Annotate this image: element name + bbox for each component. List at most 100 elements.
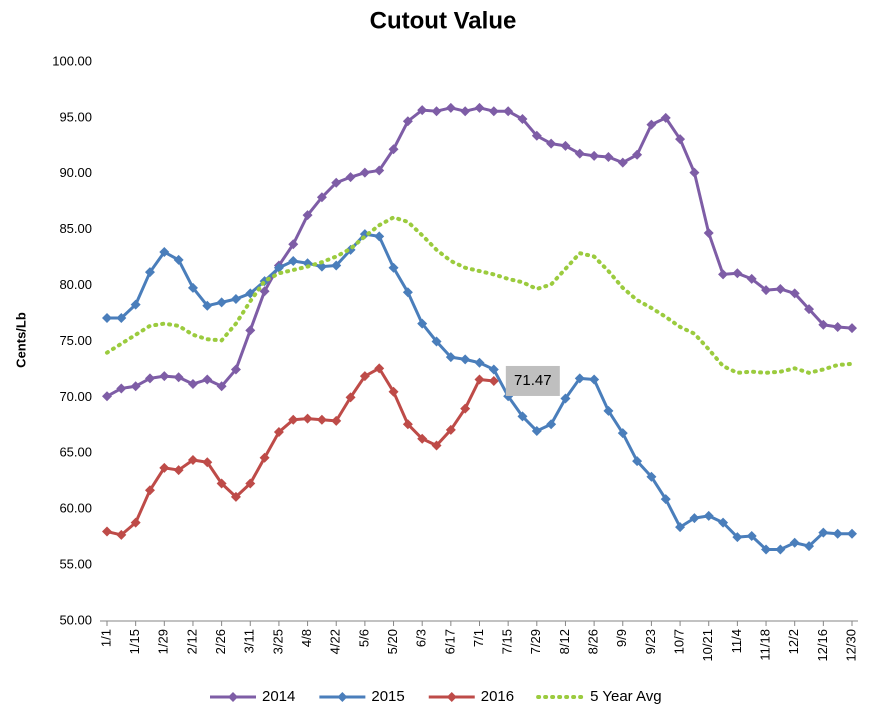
data-point bbox=[331, 260, 342, 271]
data-point bbox=[374, 363, 385, 374]
data-label: 71.47 bbox=[514, 372, 552, 389]
data-point bbox=[130, 299, 141, 310]
data-point bbox=[388, 262, 399, 273]
data-point bbox=[531, 130, 542, 141]
legend-label: 5 Year Avg bbox=[590, 688, 661, 705]
y-tick-label: 60.00 bbox=[59, 501, 92, 516]
series-line bbox=[106, 366, 494, 537]
data-point bbox=[646, 471, 657, 482]
x-tick-label: 12/30 bbox=[843, 629, 858, 662]
data-point bbox=[589, 374, 600, 385]
data-point bbox=[789, 537, 800, 548]
data-point bbox=[503, 106, 514, 117]
data-point bbox=[144, 267, 155, 278]
data-point bbox=[331, 415, 342, 426]
data-point bbox=[302, 413, 313, 424]
legend-marker bbox=[337, 692, 348, 702]
data-point bbox=[402, 287, 413, 298]
data-point bbox=[775, 283, 786, 294]
data-point bbox=[703, 228, 714, 239]
data-point bbox=[402, 419, 413, 430]
data-point bbox=[574, 148, 585, 159]
data-point bbox=[202, 300, 213, 311]
data-point bbox=[789, 288, 800, 299]
data-point bbox=[632, 456, 643, 467]
data-point bbox=[144, 373, 155, 384]
data-point bbox=[546, 419, 557, 430]
x-tick-label: 9/23 bbox=[643, 629, 658, 654]
data-point bbox=[675, 522, 686, 533]
data-point bbox=[718, 517, 729, 528]
x-tick-label: 6/17 bbox=[442, 629, 457, 654]
data-point bbox=[116, 529, 127, 540]
y-tick-label: 80.00 bbox=[59, 277, 92, 292]
data-point bbox=[402, 116, 413, 127]
data-point bbox=[187, 378, 198, 389]
legend-item: 5 Year Avg bbox=[536, 688, 662, 705]
y-tick-label: 75.00 bbox=[59, 333, 92, 348]
x-tick-label: 1/29 bbox=[156, 629, 171, 654]
x-tick-label: 2/26 bbox=[213, 629, 228, 654]
data-point bbox=[388, 144, 399, 155]
data-point bbox=[503, 391, 514, 402]
legend-label: 2015 bbox=[371, 688, 404, 705]
data-point bbox=[216, 297, 227, 308]
data-point bbox=[431, 336, 442, 347]
data-point bbox=[517, 411, 528, 422]
data-point bbox=[130, 517, 141, 528]
data-point bbox=[732, 532, 743, 543]
legend-label: 2016 bbox=[481, 688, 514, 705]
data-point bbox=[460, 403, 471, 414]
data-point bbox=[818, 319, 829, 330]
data-point bbox=[202, 457, 213, 468]
data-point bbox=[417, 318, 428, 329]
series-line bbox=[105, 215, 854, 375]
data-point bbox=[474, 374, 485, 385]
data-point bbox=[804, 541, 815, 552]
x-tick-label: 12/16 bbox=[815, 629, 830, 662]
data-point bbox=[316, 414, 327, 425]
data-point bbox=[359, 371, 370, 382]
data-point bbox=[646, 119, 657, 130]
data-point bbox=[417, 105, 428, 116]
data-point bbox=[316, 261, 327, 272]
data-point bbox=[603, 152, 614, 163]
data-point bbox=[818, 527, 829, 538]
data-point bbox=[259, 452, 270, 463]
x-tick-label: 2/12 bbox=[184, 629, 199, 654]
data-point bbox=[718, 269, 729, 280]
y-tick-label: 95.00 bbox=[59, 109, 92, 124]
data-point bbox=[273, 427, 284, 438]
data-point bbox=[775, 544, 786, 555]
x-tick-label: 11/4 bbox=[729, 629, 744, 653]
data-point bbox=[273, 262, 284, 273]
data-point bbox=[102, 526, 112, 537]
x-tick-label: 1/15 bbox=[127, 629, 142, 654]
y-tick-label: 55.00 bbox=[59, 557, 92, 572]
data-point bbox=[245, 478, 256, 489]
data-point bbox=[302, 210, 313, 221]
data-point bbox=[173, 372, 184, 383]
data-point bbox=[804, 304, 815, 315]
y-tick-label: 90.00 bbox=[59, 165, 92, 180]
x-tick-label: 11/18 bbox=[757, 629, 772, 661]
data-point bbox=[159, 462, 170, 473]
data-point bbox=[288, 239, 299, 250]
data-point bbox=[445, 352, 456, 363]
data-point bbox=[488, 364, 499, 375]
series-line bbox=[106, 106, 853, 398]
data-point bbox=[474, 357, 485, 368]
data-point bbox=[488, 106, 499, 117]
x-tick-label: 7/15 bbox=[500, 629, 515, 654]
legend-item: 2016 bbox=[428, 688, 514, 705]
data-point bbox=[144, 485, 155, 496]
x-tick-label: 3/11 bbox=[242, 629, 257, 653]
y-axis-title: Cents/Lb bbox=[13, 312, 28, 368]
data-point bbox=[173, 465, 184, 476]
data-point bbox=[560, 393, 571, 404]
legend-marker bbox=[446, 692, 457, 702]
data-point bbox=[832, 528, 843, 539]
data-point bbox=[847, 528, 857, 539]
legend-item: 2014 bbox=[210, 688, 295, 705]
